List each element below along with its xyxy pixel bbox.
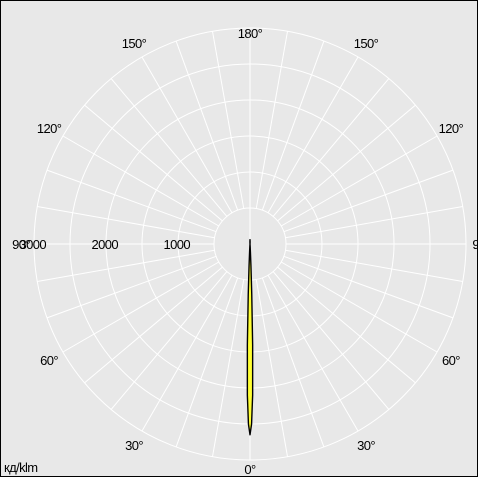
grid-spoke <box>175 40 239 211</box>
grid-spoke <box>267 56 359 214</box>
grid-spoke <box>46 169 217 233</box>
grid-spoke <box>285 249 463 283</box>
grid-spoke <box>285 205 463 239</box>
grid-spoke <box>255 279 289 457</box>
radial-tick-label: 2000 <box>91 237 118 252</box>
grid-spoke <box>211 31 245 209</box>
grid-spoke <box>283 255 454 319</box>
grid-spoke <box>46 255 217 319</box>
intensity-curve <box>246 238 254 436</box>
angle-tick-label: 90° <box>12 237 30 252</box>
grid-spoke <box>267 274 359 432</box>
grid-spoke <box>280 261 438 353</box>
angle-tick-label: 0° <box>244 462 256 477</box>
angle-tick-label: 180° <box>238 26 263 41</box>
angle-tick-label: 90 <box>472 237 478 252</box>
grid-spoke <box>110 78 228 217</box>
angle-tick-label: 120° <box>439 121 464 136</box>
grid-spoke <box>261 277 325 448</box>
angle-tick-label: 30° <box>357 438 375 453</box>
grid-spoke <box>283 169 454 233</box>
unit-label: кд/klm <box>4 460 38 475</box>
angle-tick-label: 150° <box>122 36 147 51</box>
grid-spoke <box>37 205 215 239</box>
grid-spoke <box>62 135 220 227</box>
grid-spoke <box>272 271 390 410</box>
angle-tick-label: 60° <box>442 353 460 368</box>
grid-spoke <box>211 279 245 457</box>
grid-spokes <box>34 28 466 460</box>
radial-tick-label: 1000 <box>163 237 190 252</box>
grid-spoke <box>141 274 233 432</box>
radial-labels: 1000 2000 3000 <box>19 237 190 252</box>
angle-tick-label: 120° <box>37 121 62 136</box>
grid-spoke <box>277 104 416 222</box>
grid-spoke <box>272 78 390 217</box>
radial-tick-label: 3000 <box>19 237 46 252</box>
angle-tick-label: 30° <box>125 438 143 453</box>
grid-spoke <box>280 135 438 227</box>
grid-spoke <box>62 261 220 353</box>
angle-tick-label: 60° <box>40 353 58 368</box>
grid-spoke <box>175 277 239 448</box>
grid-spoke <box>141 56 233 214</box>
angle-labels: 0° 30° 30° 60° 60° 90° 90 120° 120° 150° 150° 180° <box>12 26 478 477</box>
grid-spoke <box>37 249 215 283</box>
grid-spoke <box>277 266 416 384</box>
grid-spoke <box>261 40 325 211</box>
grid-spoke <box>110 271 228 410</box>
grid-spoke <box>255 31 289 209</box>
series-layer <box>246 238 254 436</box>
grid-spoke <box>84 266 223 384</box>
grid-spoke <box>84 104 223 222</box>
angle-tick-label: 150° <box>354 36 379 51</box>
